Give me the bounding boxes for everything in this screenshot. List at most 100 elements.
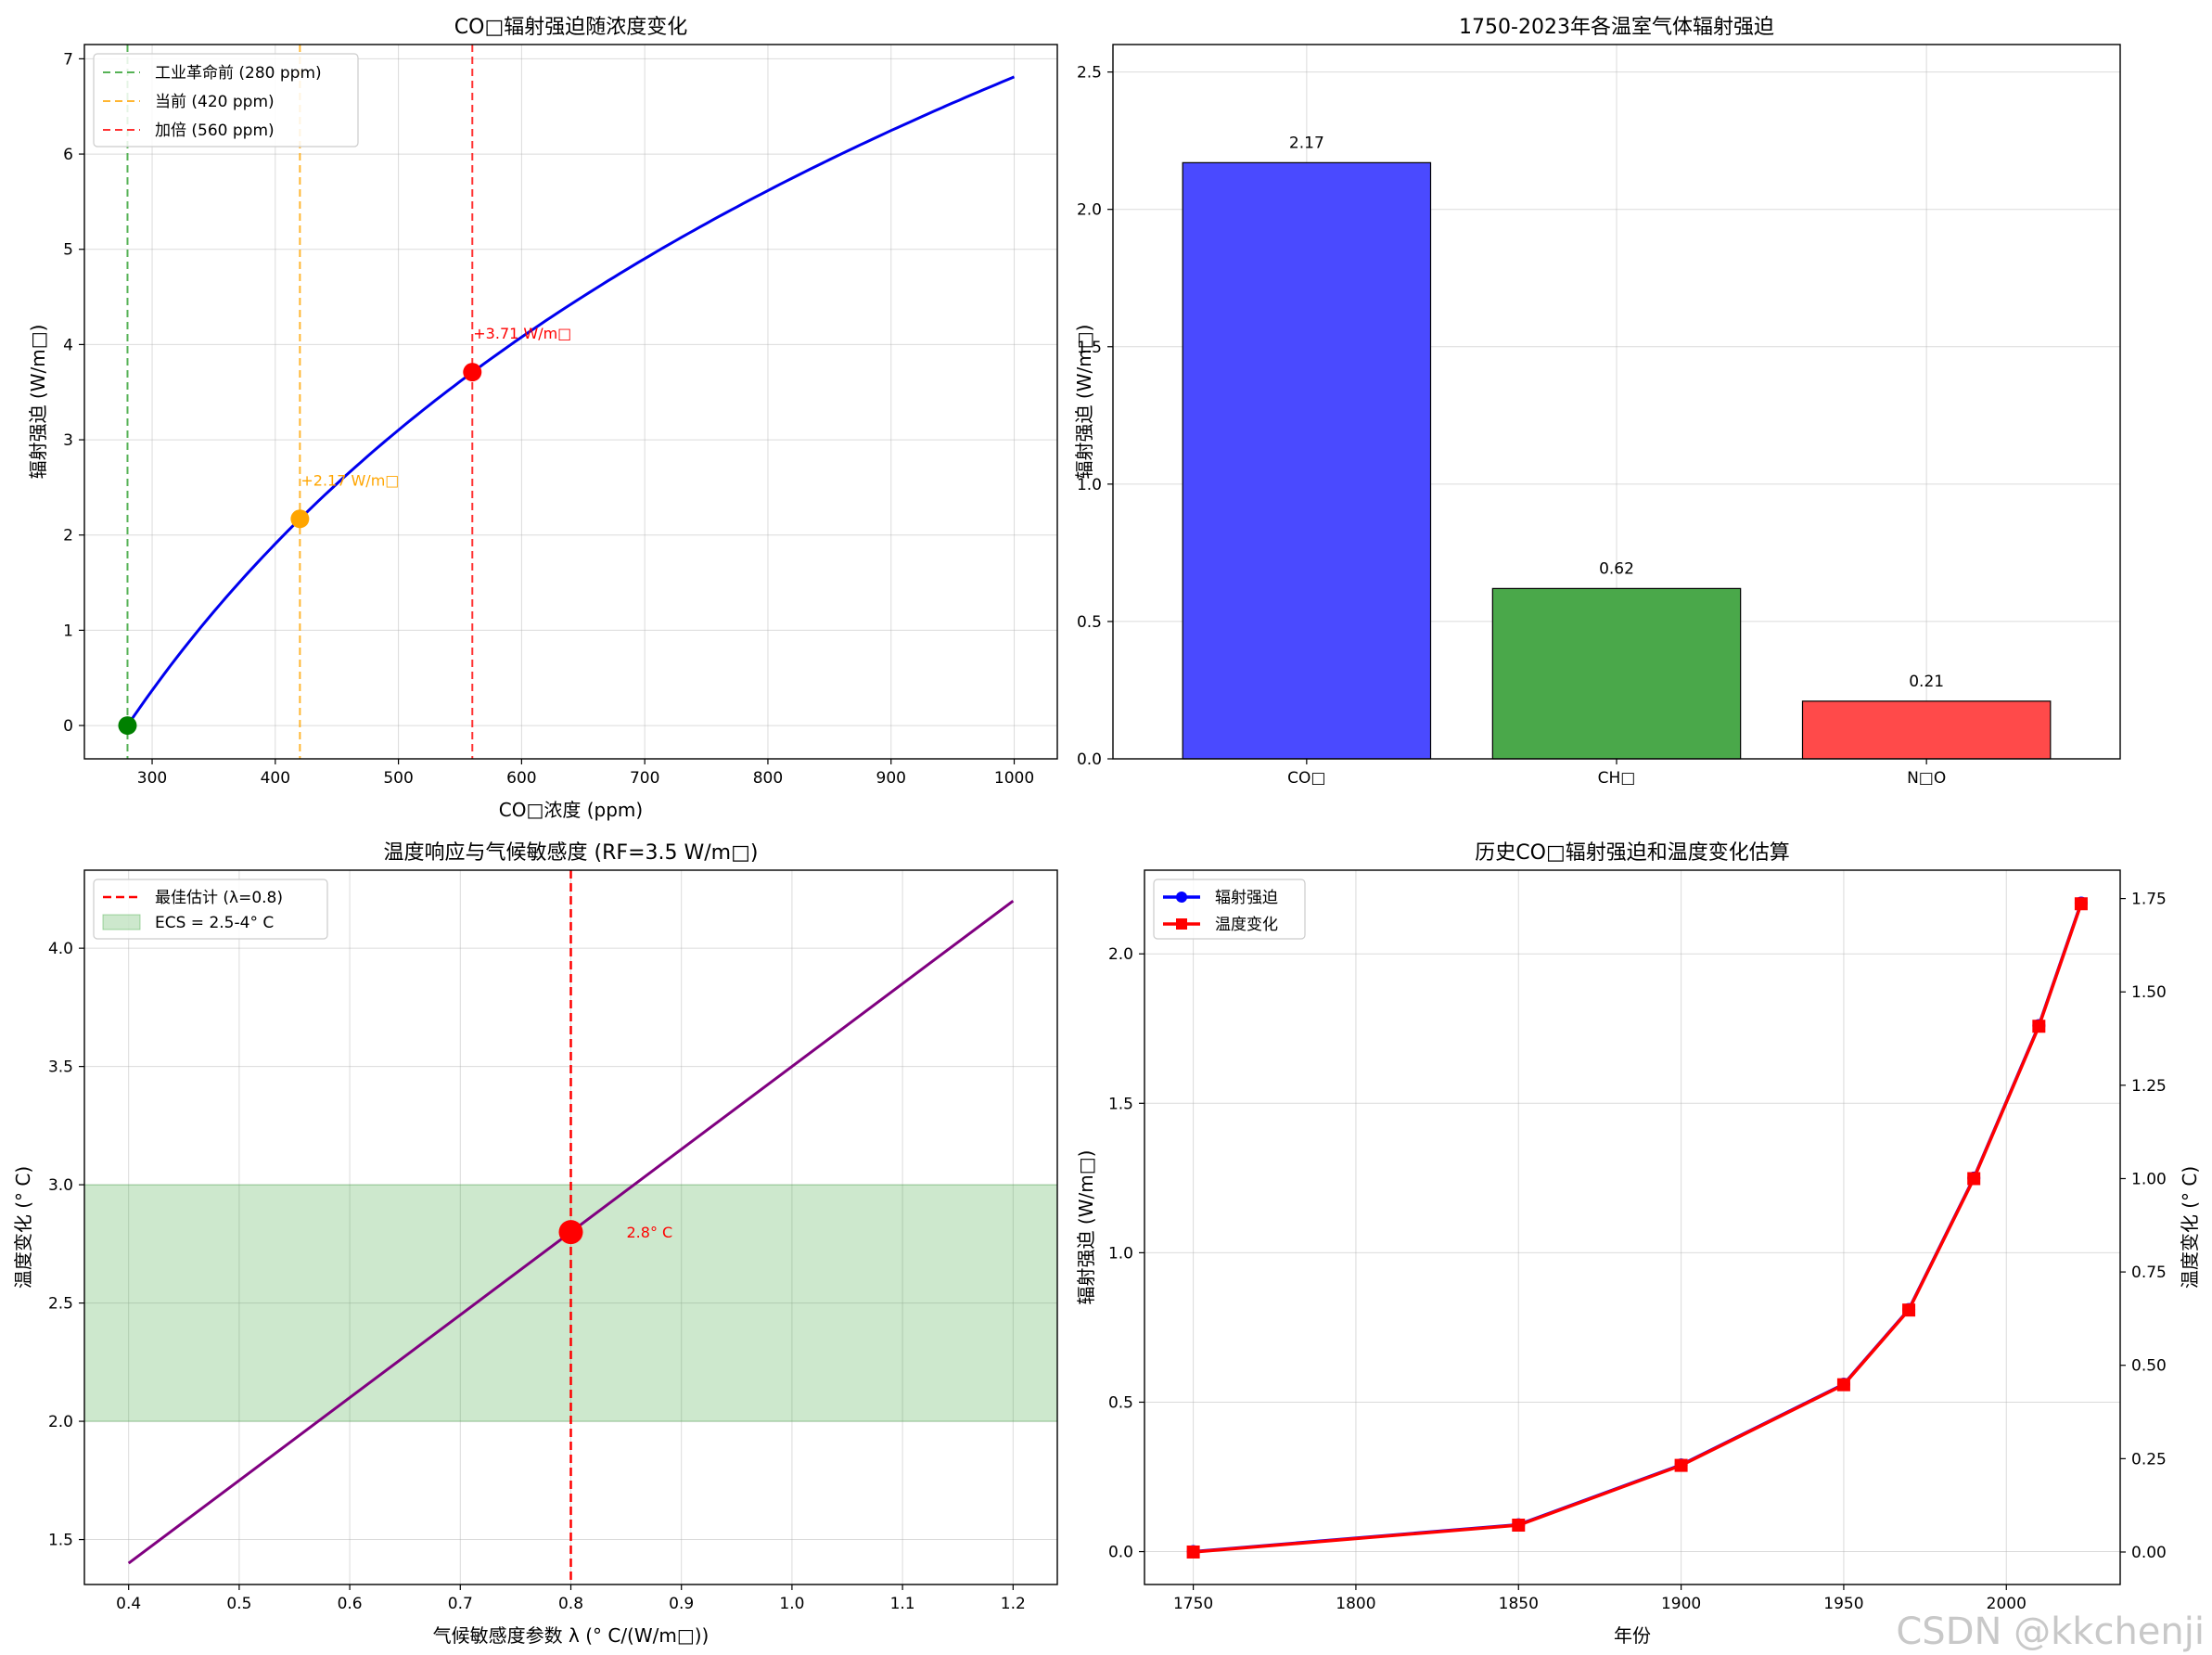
temperature-series-point [1902,1303,1916,1317]
legend-label: 工业革命前 (280 ppm) [155,64,322,83]
temperature-series-point [1836,1378,1850,1392]
legend-label: 当前 (420 ppm) [155,93,275,111]
x-tick-label: 1800 [1336,1595,1375,1613]
y-tick-label: 7 [63,50,73,69]
y-axis-label: 温度变化 (° C) [12,1166,34,1289]
y-tick-label: 2.0 [1077,201,1102,220]
chart-co2-forcing: +2.17 W/m□ +3.71 W/m□ 300 400 500 600 700 800 90… [27,16,1058,821]
y-tick-label: 1.5 [48,1532,73,1550]
chart-historical-forcing-temperature: 1750 1800 1850 1900 1950 2000 0.0 0.5 1.0 1.5 2.0 0… [1075,841,2201,1647]
y-axis-label: 辐射强迫 (W/m□) [1075,1150,1097,1305]
legend-label: 最佳估计 (λ=0.8) [155,889,283,907]
bar-value-label: 0.21 [1909,673,1944,691]
x-tick-label: CH□ [1598,769,1636,788]
legend-label: 温度变化 [1215,916,1278,934]
x-tick-label: 1.1 [890,1595,915,1613]
x-tick-label: 0.6 [338,1595,363,1613]
chart-title: 历史CO□辐射强迫和温度变化估算 [1475,841,1789,865]
x-tick-label: 900 [876,769,906,788]
y-tick-label: 3.5 [48,1058,73,1077]
x-tick-label: 1000 [994,769,1034,788]
x-tick-label: 1.0 [779,1595,804,1613]
x-tick-label: N□O [1907,769,1946,788]
y-axis-label: 辐射强迫 (W/m□) [27,325,49,480]
forcing-curve [126,75,1016,726]
x-tick-label: 1750 [1173,1595,1213,1613]
y-tick-label: 1.0 [1108,1244,1133,1263]
marker-point [463,363,482,382]
x-tick-label: 500 [383,769,413,788]
legend-box [93,879,328,940]
y-tick-label: 2 [63,527,73,545]
legend-label: ECS = 2.5-4° C [155,914,274,932]
temperature-series-point [1674,1458,1688,1472]
x-tick-label: 1950 [1823,1595,1863,1613]
x-tick-label: 700 [630,769,659,788]
y-tick-label: 2.0 [1108,945,1133,964]
x-axis-label: 气候敏感度参数 λ (° C/(W/m□)) [433,1624,710,1647]
x-tick-label: 0.7 [448,1595,473,1613]
y-tick-label: 1.50 [2131,983,2167,1002]
y-tick-label: 3.0 [48,1176,73,1195]
legend-label: 辐射强迫 [1215,889,1278,907]
x-tick-label: 400 [261,769,290,788]
point-annotation: +3.71 W/m□ [473,325,571,342]
x-tick-label: 1.2 [1001,1595,1026,1613]
y-tick-label: 0.0 [1108,1544,1133,1562]
point-annotation: 2.8° C [627,1224,673,1241]
y-axis-label: 辐射强迫 (W/m□) [1073,325,1095,480]
y-tick-label: 0.5 [1108,1393,1133,1412]
y-tick-label: 1.5 [1077,339,1102,357]
x-tick-label: 600 [506,769,536,788]
y-tick-label: 1 [63,622,73,640]
temperature-series-line [1193,903,2083,1554]
y-tick-label: 0.00 [2131,1544,2167,1562]
x-tick-label: CO□ [1287,769,1325,788]
y-tick-label: 0.75 [2131,1264,2167,1282]
x-tick-label: 0.4 [116,1595,141,1613]
y-tick-label: 1.00 [2131,1170,2167,1188]
y-tick-label: 3 [63,431,73,450]
chart-temperature-response: 2.8° C 0.4 0.5 0.6 0.7 0.8 0.9 1.0 1.1 1.2 1.5 2.0 2… [12,841,1058,1647]
chart-title: 温度响应与气候敏感度 (RF=3.5 W/m□) [384,841,759,865]
x-tick-label: 0.9 [669,1595,694,1613]
x-tick-label: 800 [753,769,783,788]
x-tick-label: 1850 [1499,1595,1539,1613]
y-tick-label: 1.5 [1108,1095,1133,1113]
y-tick-label: 5 [63,241,73,260]
legend-swatch [102,914,141,930]
x-tick-label: 2000 [1987,1595,2027,1613]
bar-value-label: 0.62 [1599,559,1634,578]
temperature-series-point [2032,1020,2046,1033]
bar [1182,161,1432,760]
chart-title: 1750-2023年各温室气体辐射强迫 [1459,16,1774,39]
y-tick-label: 2.5 [48,1295,73,1314]
x-axis-label: 年份 [1614,1624,1651,1647]
temperature-series-point [1967,1172,1981,1186]
best-estimate-point [558,1220,583,1245]
marker-point [290,509,310,529]
x-tick-label: 0.5 [226,1595,251,1613]
point-annotation: +2.17 W/m□ [300,471,399,489]
bar [1801,700,2052,760]
bar [1491,587,1742,760]
axes-frame [83,44,1058,760]
y-tick-label: 2.5 [1077,64,1102,83]
x-tick-label: 1900 [1661,1595,1701,1613]
legend-box [93,53,359,148]
y-tick-label: 0.25 [2131,1450,2167,1469]
temperature-series-point [1186,1545,1200,1559]
legend-swatch [1176,892,1187,903]
x-axis-label: CO□浓度 (ppm) [499,799,643,821]
y-tick-label: 1.75 [2131,891,2167,909]
legend-label: 加倍 (560 ppm) [155,122,275,140]
x-tick-label: 0.8 [558,1595,583,1613]
y-tick-label: 0.50 [2131,1357,2167,1376]
watermark: CSDN @kkchenji [1896,1610,2205,1653]
y-tick-label: 6 [63,146,73,164]
y-tick-label: 0 [63,717,73,736]
legend-swatch [1176,918,1187,930]
chart-title: CO□辐射强迫随浓度变化 [454,16,687,39]
temperature-series-point [2074,897,2088,911]
